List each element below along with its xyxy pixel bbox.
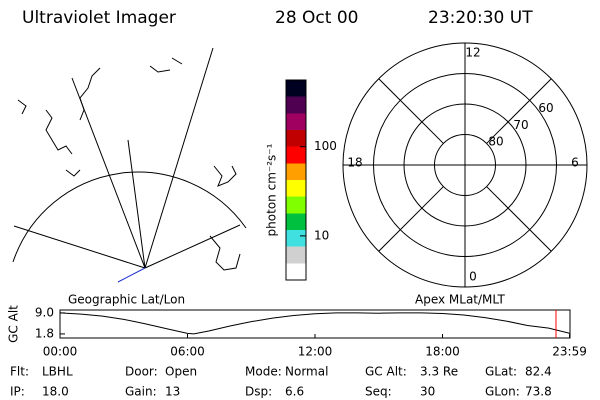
- field-value: LBHL: [42, 365, 73, 379]
- hour-label: 12: [465, 46, 480, 60]
- colorbar-tick-label: 100: [314, 139, 337, 153]
- hour-label: 6: [571, 156, 579, 170]
- field-label: Flt:: [10, 365, 29, 379]
- colorbar: [285, 79, 307, 281]
- field-value: 82.4: [525, 365, 552, 379]
- field-label: Door:: [125, 365, 158, 379]
- x-tick-label: 06:00: [170, 345, 205, 359]
- x-tick-label: 00:00: [43, 345, 78, 359]
- x-tick-label: 12:00: [298, 345, 333, 359]
- lat-ring-label: 80: [488, 135, 503, 149]
- altitude-line: [59, 312, 571, 335]
- x-tick-label: 18:00: [425, 345, 460, 359]
- colorbar-tick-label: 10: [314, 228, 329, 242]
- diag-grid: [486, 78, 552, 144]
- field-label: Gain:: [125, 385, 157, 399]
- field-value: 18.0: [42, 385, 69, 399]
- field-label: Seq:: [365, 385, 392, 399]
- x-tick-label: 23:59: [552, 345, 587, 359]
- diag-grid: [486, 186, 552, 252]
- date: 28 Oct 00: [275, 8, 358, 28]
- colorbar-label: photon cm⁻²s⁻¹: [265, 143, 279, 236]
- field-label: Mode:: [245, 365, 282, 379]
- field-value: 30: [420, 385, 435, 399]
- field-label: GLon:: [485, 385, 520, 399]
- field-label: Dsp:: [245, 385, 272, 399]
- instrument: Ultraviolet Imager: [22, 8, 176, 28]
- right-label: Apex MLat/MLT: [415, 293, 505, 307]
- left-label: Geographic Lat/Lon: [68, 293, 185, 307]
- field-value: 6.6: [285, 385, 304, 399]
- y-tick-label: 9.0: [35, 305, 54, 319]
- geo-map: [12, 47, 247, 283]
- lat-ring-label: 60: [538, 101, 553, 115]
- field-label: GC Alt:: [365, 365, 407, 379]
- field-value: 73.8: [525, 385, 552, 399]
- diag-grid: [378, 186, 444, 252]
- field-value: Normal: [285, 365, 328, 379]
- hour-label: 0: [469, 270, 477, 284]
- field-value: Open: [165, 365, 197, 379]
- field-label: GLat:: [485, 365, 517, 379]
- hour-label: 18: [347, 156, 362, 170]
- time: 23:20:30 UT: [428, 8, 533, 28]
- lat-ring-label: 70: [513, 118, 528, 132]
- field-value: 3.3 Re: [420, 365, 458, 379]
- y-axis-label: GC Alt: [7, 305, 21, 343]
- diag-grid: [378, 78, 444, 144]
- field-label: IP:: [10, 385, 25, 399]
- field-value: 13: [165, 385, 180, 399]
- y-tick-label: 1.8: [35, 326, 54, 340]
